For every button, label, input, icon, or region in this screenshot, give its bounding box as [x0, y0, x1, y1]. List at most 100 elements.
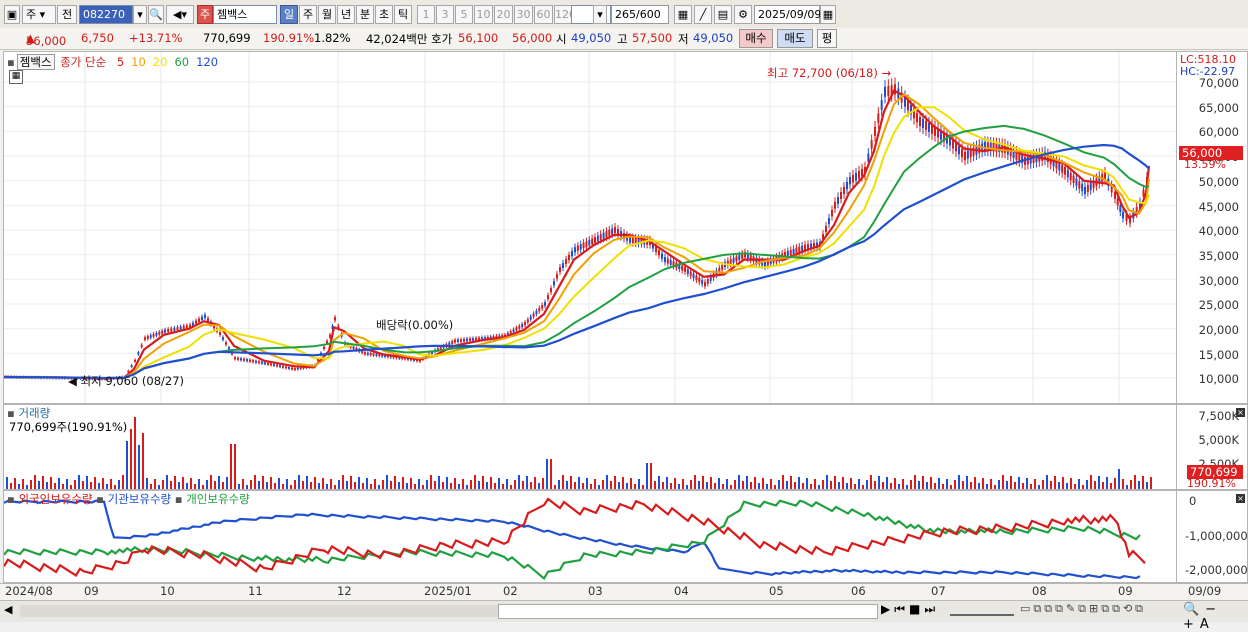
- volume-bar: [1006, 481, 1008, 489]
- interval-button[interactable]: 120: [554, 5, 576, 24]
- candle-body: [795, 247, 798, 254]
- count-field[interactable]: 265/600: [611, 5, 669, 24]
- candle-body: [1061, 164, 1064, 173]
- candle-body: [469, 338, 471, 342]
- stock-code-input[interactable]: 082270: [79, 5, 133, 24]
- volume-bar: [826, 475, 828, 489]
- legend-institution: 기관보유수량: [107, 492, 172, 506]
- volume-bar: [890, 483, 892, 489]
- select-dropdown-icon[interactable]: ▾: [593, 5, 607, 24]
- volume-bar: [1078, 479, 1080, 489]
- candle-body: [678, 264, 681, 270]
- scroll-left-icon[interactable]: ◀: [4, 603, 13, 616]
- current-price: 56,000 ▲: [26, 31, 67, 48]
- close-icon[interactable]: ×: [1236, 408, 1245, 417]
- volume-bar: [530, 482, 532, 489]
- calendar-icon[interactable]: ▦: [820, 5, 836, 24]
- interval-button[interactable]: 1: [417, 5, 435, 24]
- price-change: 6,750: [81, 31, 114, 45]
- volume-bar: [86, 476, 88, 489]
- candle-body: [475, 337, 477, 341]
- code-dropdown-icon[interactable]: ▾: [133, 5, 147, 24]
- volume-bar: [330, 479, 332, 489]
- volume-bar: [494, 483, 496, 489]
- speaker-icon[interactable]: ◀▾: [166, 5, 194, 24]
- chart-type-icon[interactable]: ▦: [674, 5, 692, 24]
- volume-bar: [986, 484, 988, 489]
- volume-bar: [130, 429, 132, 489]
- period-button[interactable]: 초: [375, 5, 393, 24]
- price-type-button[interactable]: 전: [57, 5, 77, 24]
- volume-bar: [226, 477, 228, 489]
- stock-name-field[interactable]: 젬백스: [213, 5, 277, 24]
- volume-bar: [1058, 482, 1060, 489]
- zoom-slider[interactable]: [950, 604, 1014, 616]
- volume-bar: [514, 480, 516, 489]
- candle-body: [270, 363, 272, 366]
- close-icon[interactable]: ×: [1236, 494, 1245, 503]
- period-button[interactable]: 일: [280, 5, 298, 24]
- candle-body: [904, 96, 906, 107]
- candle-body: [1116, 198, 1119, 206]
- interval-button[interactable]: 10: [474, 5, 493, 24]
- candle-body: [880, 100, 883, 110]
- buy-button[interactable]: 매수: [739, 29, 773, 48]
- period-button[interactable]: 분: [356, 5, 374, 24]
- candle-body: [726, 260, 729, 266]
- scroll-track[interactable]: [20, 605, 498, 617]
- eval-button[interactable]: 평: [817, 29, 837, 48]
- volume-bar: [954, 480, 956, 489]
- volume-bar: [666, 477, 668, 489]
- scroll-thumb[interactable]: [498, 604, 878, 619]
- period-button[interactable]: 월: [318, 5, 336, 24]
- volume-bar: [802, 483, 804, 489]
- holding-axis: 0 -1,000,000 -2,000,000 ×: [1177, 490, 1248, 583]
- gear-icon[interactable]: ⚙: [734, 5, 752, 24]
- volume-bar: [594, 479, 596, 489]
- volume-bar: [1122, 479, 1124, 489]
- candle-body: [952, 139, 954, 149]
- indicator-icon[interactable]: ▤: [714, 5, 732, 24]
- search-icon[interactable]: 🔍: [148, 5, 164, 24]
- trend-line-icon[interactable]: ╱: [694, 5, 712, 24]
- interval-button[interactable]: 3: [436, 5, 454, 24]
- holding-chart: [4, 497, 1146, 581]
- date-field[interactable]: 2025/09/09: [754, 5, 821, 24]
- table-icon[interactable]: ▦: [9, 70, 23, 84]
- candle-body: [130, 365, 133, 368]
- volume-bar: [610, 481, 612, 489]
- volume-bar: [274, 483, 276, 489]
- candle-body: [240, 358, 242, 361]
- period-button[interactable]: 년: [337, 5, 355, 24]
- sell-button[interactable]: 매도: [777, 29, 813, 48]
- market-type-select[interactable]: 주 ▾: [22, 5, 56, 24]
- period-button[interactable]: 틱: [394, 5, 412, 24]
- volume-bar: [606, 475, 608, 489]
- holding-panel[interactable]: ▪ 외국인보유수량 ▪ 기관보유수량 ▪ 개인보유수량: [3, 490, 1177, 583]
- candle-body: [234, 357, 236, 360]
- candle-body: [170, 328, 173, 332]
- view-icons[interactable]: ▭⧉⧉⧉✎⧉⊞⧉⧉⟲⧉: [1020, 602, 1147, 615]
- volume-panel[interactable]: ▪ 거래량 770,699주(190.91%): [3, 404, 1177, 490]
- candle-body: [611, 228, 614, 235]
- candle-body: [706, 279, 709, 284]
- price-chart-panel[interactable]: ▪ 젬백스 종가 단순 5 10 20 60 120 ▦ 최고 72,700 (06/18…: [3, 51, 1177, 404]
- chart-menu-icon[interactable]: ▣: [4, 5, 20, 24]
- candle-body: [741, 253, 744, 259]
- volume-bar: [250, 480, 252, 489]
- quote-row: 56,000 ▲ 6,750 +13.71% 770,699 190.91% 1…: [0, 28, 1248, 50]
- zoom-controls[interactable]: 🔍−+A: [1183, 602, 1223, 632]
- interval-button[interactable]: 60: [534, 5, 553, 24]
- volume-bar: [714, 483, 716, 489]
- volume-bar: [994, 485, 996, 489]
- playback-controls[interactable]: ▶⏮■⏭: [881, 602, 940, 616]
- scroll-bar[interactable]: ◀ ▶⏮■⏭ ▭⧉⧉⧉✎⧉⊞⧉⧉⟲⧉ 🔍−+A: [0, 600, 1248, 632]
- volume-bar: [150, 484, 152, 489]
- interval-button[interactable]: 5: [455, 5, 473, 24]
- price-tick: 60,000: [1198, 125, 1239, 140]
- candle-body: [173, 327, 176, 331]
- period-button[interactable]: 주: [299, 5, 317, 24]
- interval-button[interactable]: 20: [494, 5, 513, 24]
- interval-button[interactable]: 30: [514, 5, 533, 24]
- candle-body: [526, 319, 529, 323]
